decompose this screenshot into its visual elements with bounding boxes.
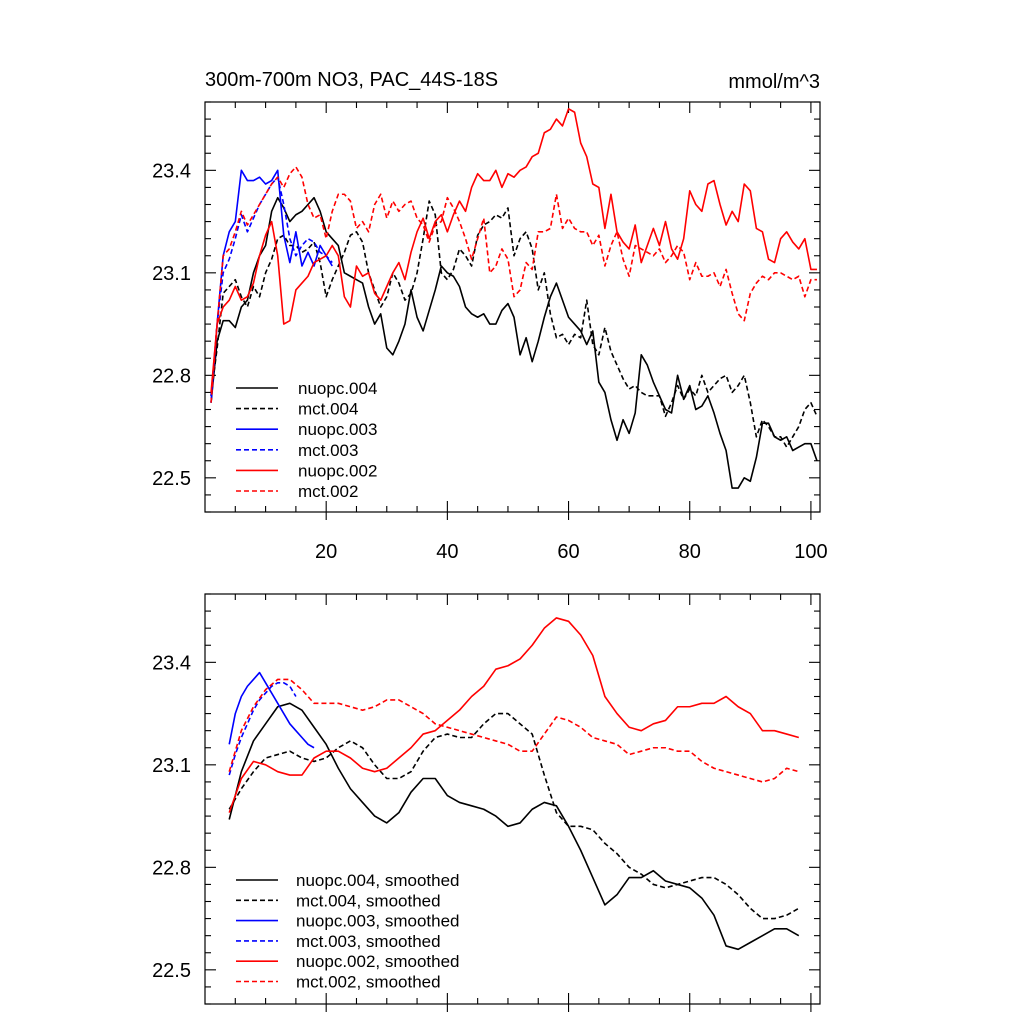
- legend-label: nuopc.002, smoothed: [296, 952, 460, 971]
- legend-label: mct.004, smoothed: [296, 891, 441, 910]
- legend-label: nuopc.003, smoothed: [296, 912, 460, 931]
- x-tick-label: 20: [315, 541, 337, 563]
- series-line-nuopc-002: [210, 108, 817, 393]
- y-tick-label: 23.1: [152, 263, 191, 285]
- x-tick-label: 100: [794, 541, 827, 563]
- x-tick-label: 40: [436, 541, 458, 563]
- y-tick-label: 22.5: [152, 468, 191, 490]
- series-line-nuopc-004: [210, 196, 818, 489]
- legend-label: nuopc.002: [298, 461, 377, 480]
- x-tick-label: 60: [557, 541, 579, 563]
- y-tick-label: 22.8: [152, 365, 191, 387]
- series-line-mct-002-smoothed: [228, 678, 800, 783]
- legend-label: nuopc.004: [298, 379, 377, 398]
- series-line-nuopc-003: [210, 169, 333, 403]
- series-line-nuopc-003-smoothed: [228, 671, 315, 749]
- series-line-mct-003-smoothed: [228, 682, 297, 776]
- chart-title: 300m-700m NO3, PAC_44S-18S: [205, 69, 498, 91]
- series-line-nuopc-002-smoothed: [228, 617, 800, 813]
- legend-label: mct.004: [298, 400, 358, 419]
- legend-label: mct.003, smoothed: [296, 932, 441, 951]
- legend-label: nuopc.003: [298, 420, 377, 439]
- series-line-mct-004-smoothed: [228, 712, 800, 920]
- y-tick-label: 22.8: [152, 857, 191, 879]
- y-tick-label: 22.5: [152, 960, 191, 982]
- series-line-mct-002: [210, 166, 817, 403]
- legend-label: mct.002, smoothed: [296, 973, 441, 992]
- series-line-mct-004: [210, 200, 818, 448]
- x-tick-label: 80: [679, 541, 701, 563]
- y-tick-label: 23.4: [152, 652, 191, 674]
- y-tick-label: 23.4: [152, 160, 191, 182]
- y-tick-label: 23.1: [152, 755, 191, 777]
- legend-label: mct.002: [298, 482, 358, 501]
- units-label: mmol/m^3: [728, 71, 820, 93]
- panel-1: 22.5 22.8 23.1 23.4 20 40 60 80 100 300m-700m NO3…: [152, 69, 828, 563]
- legend-label: mct.003: [298, 441, 358, 460]
- legend-label: nuopc.004, smoothed: [296, 871, 460, 890]
- series-line-nuopc-004-smoothed: [228, 702, 800, 951]
